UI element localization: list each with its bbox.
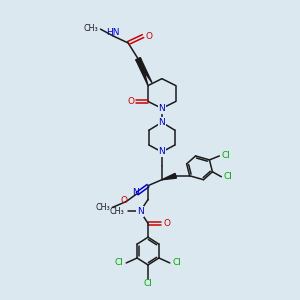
Text: O: O xyxy=(128,97,135,106)
Text: Cl: Cl xyxy=(144,279,152,288)
Text: CH₃: CH₃ xyxy=(84,24,98,33)
Text: Cl: Cl xyxy=(224,172,233,181)
Text: N: N xyxy=(158,118,165,127)
Text: Cl: Cl xyxy=(115,258,124,267)
Polygon shape xyxy=(136,58,152,82)
Text: HN: HN xyxy=(106,28,120,37)
Polygon shape xyxy=(136,58,148,85)
Text: N: N xyxy=(158,148,165,157)
Text: Cl: Cl xyxy=(222,152,231,160)
Text: O: O xyxy=(163,219,170,228)
Polygon shape xyxy=(162,173,176,180)
Text: Cl: Cl xyxy=(172,258,181,267)
Text: N: N xyxy=(132,188,139,197)
Text: N: N xyxy=(158,104,165,113)
Text: N: N xyxy=(137,207,143,216)
Text: CH₃: CH₃ xyxy=(96,203,110,212)
Text: CH₃: CH₃ xyxy=(110,207,124,216)
Text: O: O xyxy=(121,196,128,205)
Text: O: O xyxy=(146,32,152,40)
